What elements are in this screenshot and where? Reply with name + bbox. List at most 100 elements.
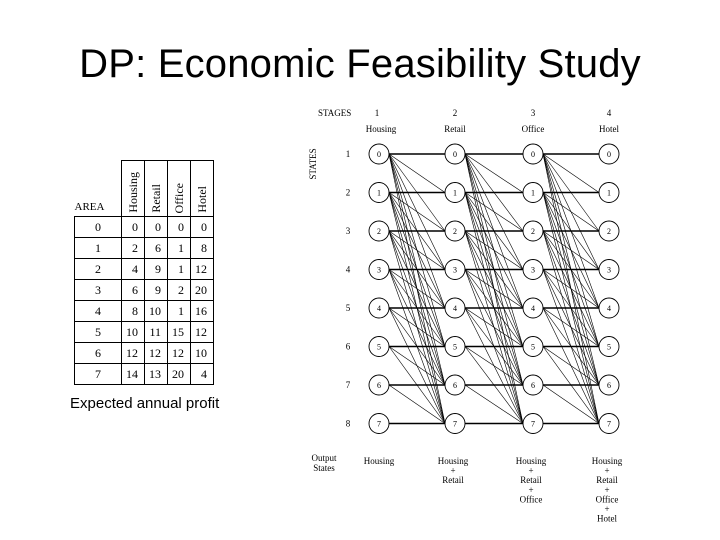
- state-row-label: 1: [346, 149, 351, 159]
- table-header-row: AREA Housing Retail Office Hotel: [74, 160, 214, 217]
- state-node-label: 2: [453, 227, 457, 236]
- state-node-label: 0: [531, 150, 535, 159]
- stage-name-label: Office: [522, 124, 545, 134]
- state-node: [444, 336, 466, 357]
- table-cell: 1: [167, 300, 191, 322]
- column-header-retail: Retail: [144, 160, 168, 217]
- output-label: +: [450, 466, 455, 476]
- transition-edge: [542, 346, 600, 386]
- transition-edge: [464, 346, 524, 386]
- state-node: [444, 143, 466, 165]
- table-cell: 20: [167, 363, 191, 385]
- transition-edge: [388, 384, 446, 424]
- edge-group: [388, 153, 600, 425]
- table-cell: 12: [190, 321, 214, 343]
- state-node: [368, 374, 390, 396]
- table-cell: 12: [144, 342, 168, 364]
- output-label: Housing: [364, 456, 395, 466]
- state-node: [598, 413, 620, 434]
- slide-title: DP: Economic Feasibility Study: [79, 42, 641, 86]
- output-label: +: [604, 466, 609, 476]
- area-cell: 6: [74, 342, 122, 364]
- state-node-label: 6: [453, 381, 457, 390]
- table-cell: 2: [167, 279, 191, 301]
- table-cell: 20: [190, 279, 214, 301]
- state-node-label: 3: [377, 266, 381, 275]
- area-header-label: AREA: [74, 201, 105, 213]
- output-label: +: [528, 485, 533, 495]
- table-cell: 0: [167, 216, 191, 238]
- area-cell: 7: [74, 363, 122, 385]
- table-cell: 0: [121, 216, 145, 238]
- table-cell: 13: [144, 363, 168, 385]
- state-node-label: 5: [377, 343, 381, 352]
- state-row-label: 5: [346, 303, 351, 313]
- state-node-label: 5: [531, 343, 535, 352]
- state-node: [598, 336, 620, 357]
- state-node: [368, 336, 390, 357]
- transition-edge: [388, 230, 446, 270]
- output-states-label: Output: [311, 453, 337, 463]
- state-node-label: 0: [607, 150, 611, 159]
- state-node-label: 0: [377, 150, 381, 159]
- state-node: [522, 413, 544, 434]
- transition-edge: [542, 153, 600, 193]
- stage-number-label: 1: [375, 108, 380, 118]
- stage-name-label: Hotel: [599, 124, 619, 134]
- state-node: [598, 297, 620, 319]
- transition-edge: [388, 153, 446, 193]
- stage-network-diagram: 0 1 2 3 4 5 6 7 0 1 2 3 4 5 6 7 0 1 2 3 4 5 6 7 0 1 2 3 4 5 6 7 STAGES 1 H…: [300, 104, 640, 528]
- table-cell: 1: [167, 237, 191, 259]
- state-node: [522, 336, 544, 357]
- transition-edge: [388, 307, 446, 347]
- output-label: Housing: [592, 456, 623, 466]
- state-node-label: 4: [377, 304, 381, 313]
- table-cell: 1: [167, 258, 191, 280]
- table-row: 4 8 10 1 16: [74, 300, 214, 322]
- state-node: [444, 297, 466, 319]
- state-node: [522, 182, 544, 203]
- state-row-label: 6: [346, 342, 351, 352]
- area-header: AREA: [74, 160, 122, 217]
- node-group: [368, 143, 620, 434]
- output-label: Hotel: [597, 514, 617, 524]
- transition-edge: [542, 307, 600, 347]
- table-cell: 8: [190, 237, 214, 259]
- table-cell: 6: [144, 237, 168, 259]
- state-node: [522, 220, 544, 242]
- state-node-label: 4: [453, 304, 457, 313]
- table-cell: 10: [121, 321, 145, 343]
- state-node: [598, 259, 620, 280]
- transition-edge: [464, 269, 524, 309]
- state-row-label: 7: [346, 380, 351, 390]
- state-node-label: 1: [531, 189, 535, 198]
- state-node: [368, 413, 390, 434]
- table-cell: 8: [121, 300, 145, 322]
- network-svg: 0 1 2 3 4 5 6 7 0 1 2 3 4 5 6 7 0 1 2 3 4 5 6 7 0 1 2 3 4 5 6 7 STAGES 1 H…: [308, 108, 623, 524]
- output-label: Retail: [520, 475, 542, 485]
- table-row: 3 6 9 2 20: [74, 279, 214, 301]
- stages-label: STAGES: [318, 108, 351, 118]
- table-cell: 0: [144, 216, 168, 238]
- state-node-label: 1: [377, 189, 381, 198]
- stage-number-label: 4: [607, 108, 612, 118]
- table-row: 5 10 11 15 12: [74, 321, 214, 343]
- state-node: [598, 374, 620, 396]
- state-node-label: 0: [453, 150, 457, 159]
- output-label: Office: [596, 494, 619, 504]
- area-cell: 0: [74, 216, 122, 238]
- state-row-label: 4: [346, 265, 351, 275]
- table-cell: 12: [121, 342, 145, 364]
- state-node-label: 2: [607, 227, 611, 236]
- table-cell: 12: [167, 342, 191, 364]
- transition-edge: [464, 384, 524, 424]
- state-node-label: 2: [531, 227, 535, 236]
- state-row-label: 8: [346, 419, 351, 429]
- table-cell: 11: [144, 321, 168, 343]
- state-node: [444, 182, 466, 203]
- state-node: [444, 259, 466, 280]
- state-node-label: 4: [607, 304, 611, 313]
- area-cell: 2: [74, 258, 122, 280]
- transition-edge: [542, 269, 600, 309]
